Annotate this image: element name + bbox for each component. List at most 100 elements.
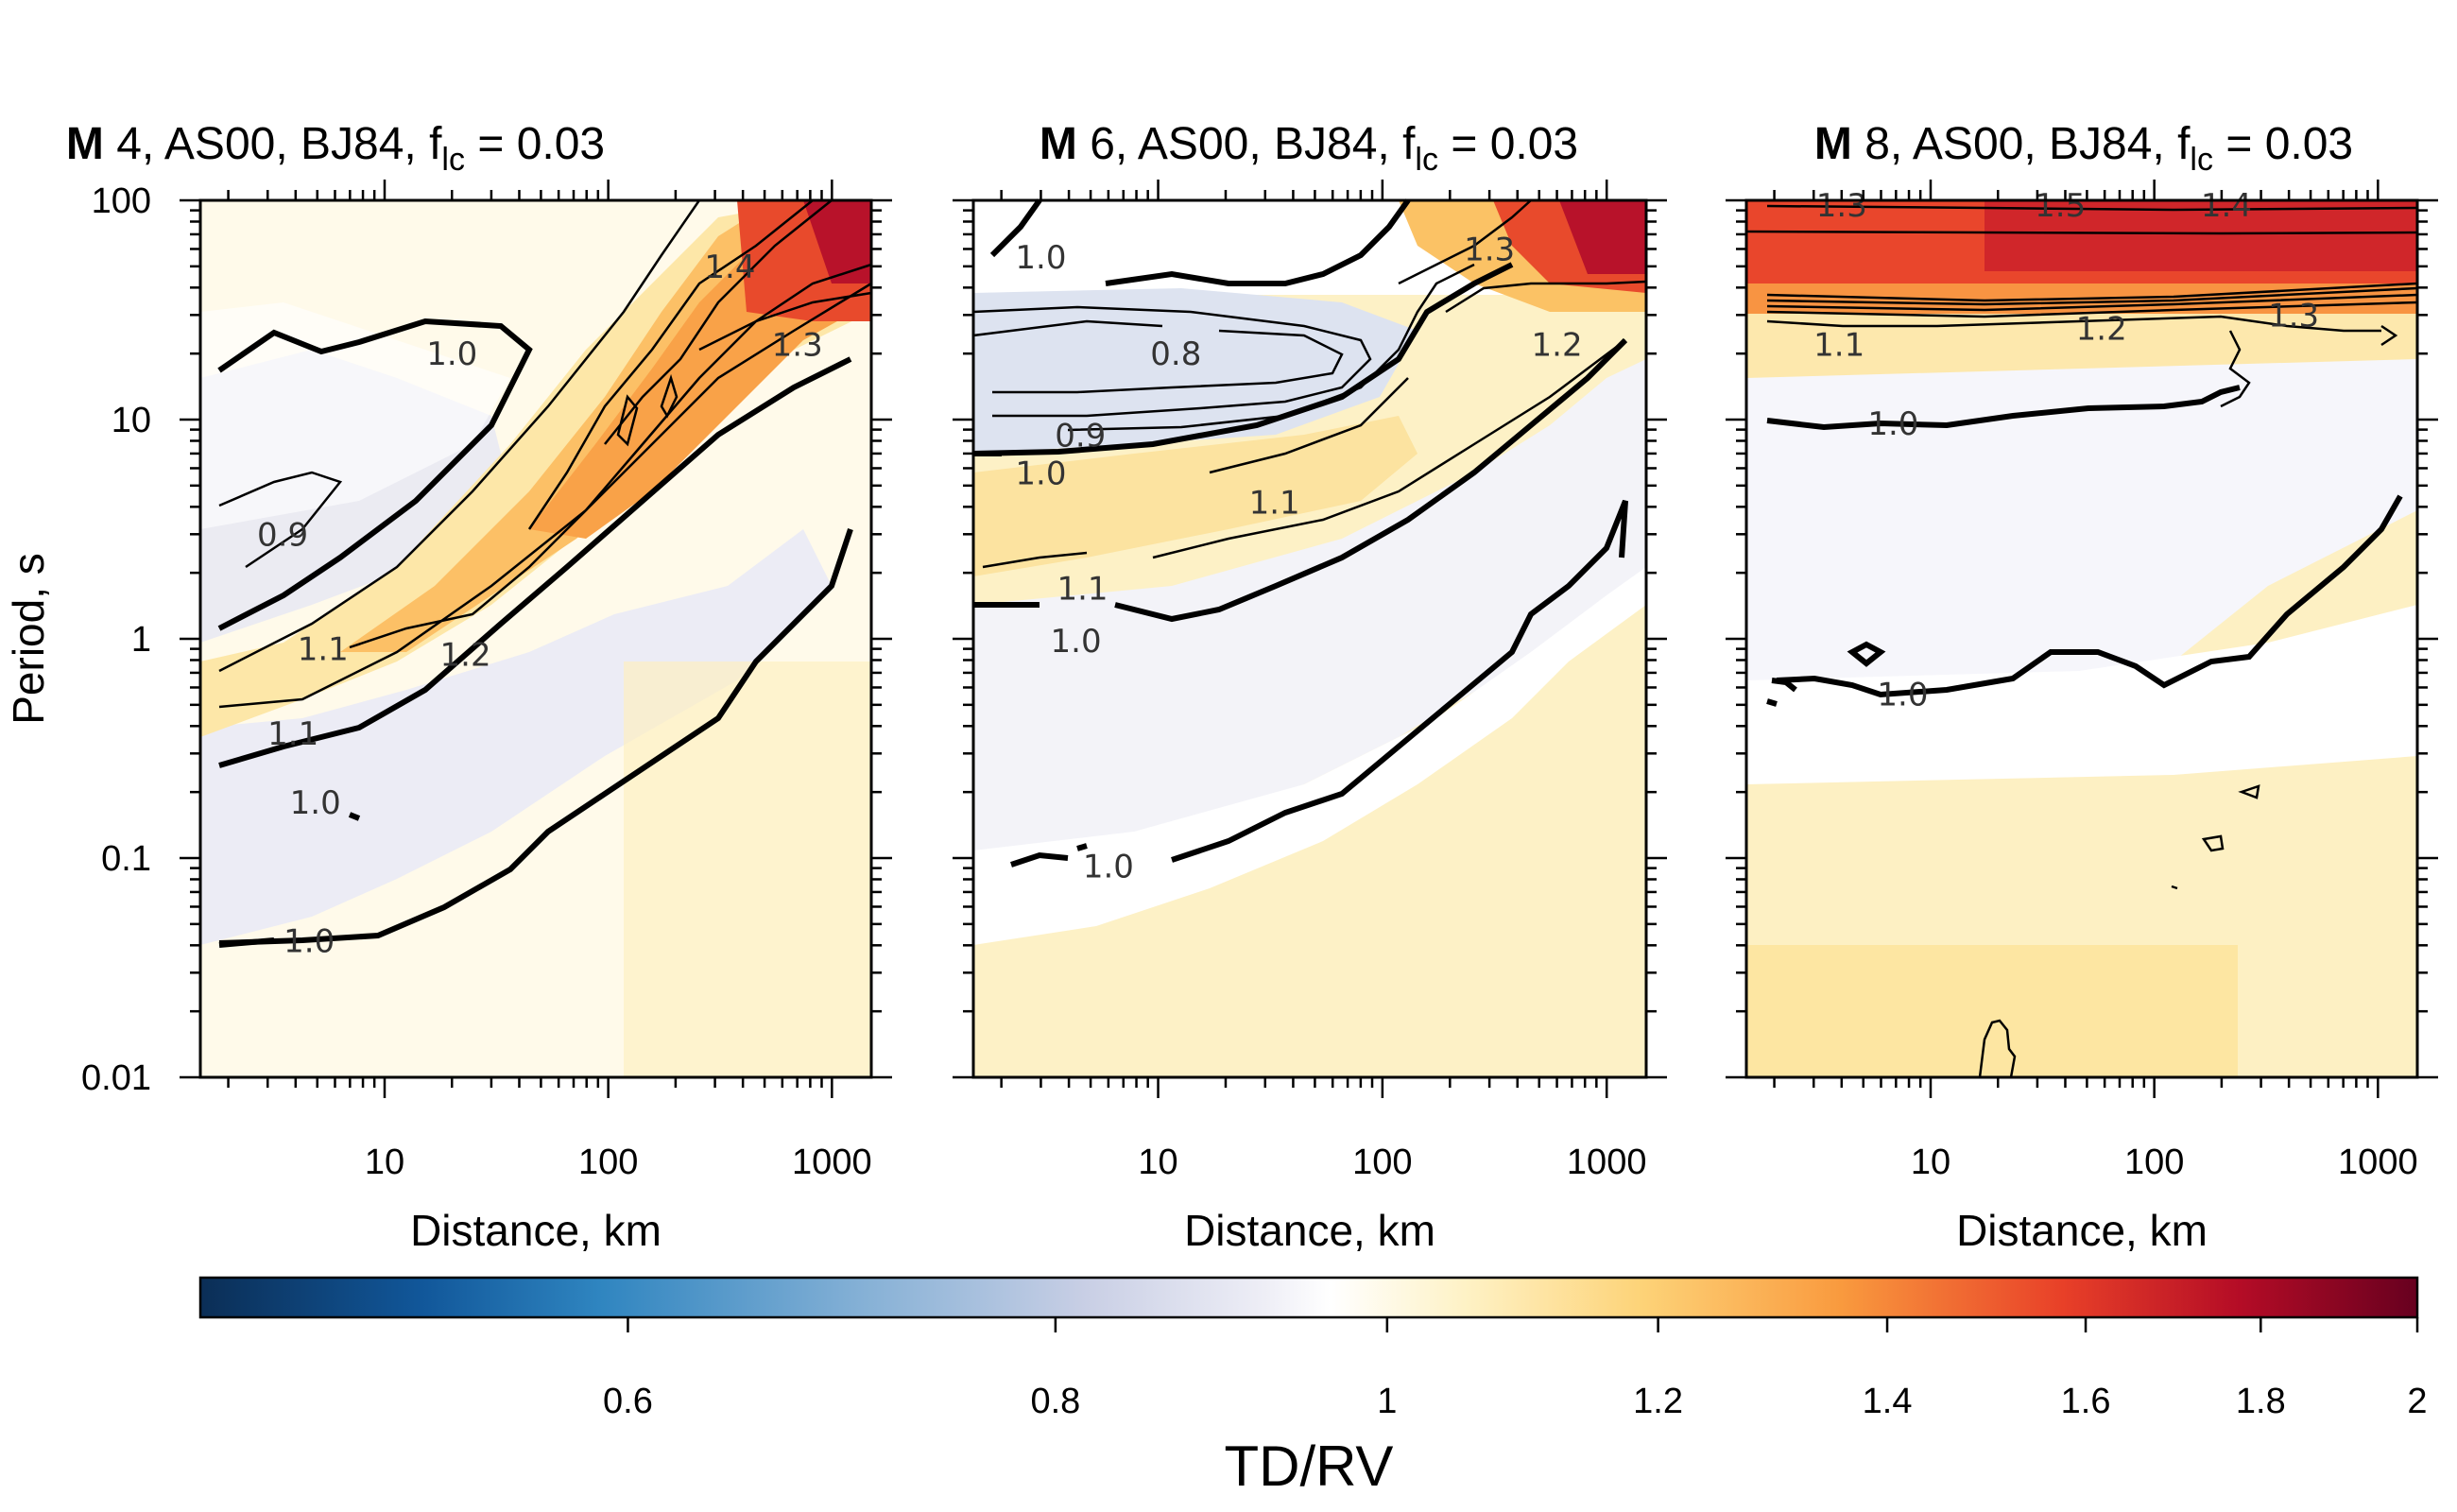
contour-label: 1.1	[1249, 484, 1300, 522]
panel-title: M 6, AS00, BJ84, flc = 0.03	[1040, 119, 1578, 178]
contour-line	[1152, 339, 1626, 559]
contour-label: 1.3	[1464, 231, 1515, 268]
contour-line	[1114, 337, 1628, 623]
x-tick-label: 100	[2124, 1143, 2184, 1182]
yellow-patch	[624, 662, 871, 1077]
contour-label: 1.0	[1015, 455, 1066, 493]
x-tick-label: 100	[578, 1143, 638, 1182]
colorbar-ticks: 0.6 0.8 1 1.2 1.4 1.6 1.8 2	[603, 1317, 2428, 1421]
contour-line	[660, 373, 679, 419]
contour-line	[2201, 834, 2225, 852]
yellow-band	[973, 416, 1418, 576]
contour-label: 1.1	[1813, 327, 1864, 365]
contour-label: 1.4	[2201, 187, 2252, 225]
contour-line	[217, 318, 533, 631]
title-rest: 8, AS00, BJ84, f	[1852, 119, 2191, 169]
panel-m6: M 6, AS00, BJ84, flc = 0.03	[971, 119, 1648, 1079]
contour-label: 0.8	[1150, 335, 1201, 373]
contour-label: 1.0	[1867, 405, 1918, 443]
contour-label: 1.0	[290, 784, 341, 822]
contour-labels: 1.3 1.5 1.41.1 1.2 1.31.01.0	[1813, 187, 2319, 713]
x-tick-label: 10	[1911, 1143, 1950, 1182]
contour-line	[989, 198, 1042, 258]
contour-line	[1847, 641, 1886, 667]
contour-label: 1.1	[298, 631, 349, 669]
contour-label: 1.0	[1877, 676, 1928, 713]
contour-line	[1766, 301, 2418, 318]
x-tick-label: 1000	[792, 1143, 872, 1182]
contour-line	[2171, 885, 2178, 890]
blue-region	[973, 288, 1418, 454]
blue-region	[200, 529, 832, 945]
contour-labels: 1.00.80.91.01.11.11.01.01.21.3	[1015, 231, 1582, 885]
contour-line	[527, 199, 814, 530]
contour-line	[218, 471, 343, 569]
panel-m4: M 4, AS00, BJ84, flc = 0.03	[66, 119, 873, 1079]
panel-m8: M 8, AS00, BJ84, flc = 0.03	[1744, 119, 2419, 1079]
x-tick-label: 10	[1138, 1143, 1177, 1182]
axis-tick-labels: 10 100 1000 10 100 1000 10 100 1000 0.01 0.1 1 10 100	[81, 181, 2418, 1182]
title-bold: M	[1040, 119, 1077, 169]
colorbar-tick-label: 0.6	[603, 1382, 653, 1421]
contour-line	[218, 199, 701, 673]
contour-label: 1.0	[284, 922, 335, 960]
contour-label: 1.0	[1015, 239, 1066, 277]
contour-line	[218, 282, 872, 709]
contour-line	[616, 394, 639, 447]
axes	[180, 180, 2438, 1098]
panel-title: M 4, AS00, BJ84, flc = 0.03	[66, 119, 605, 178]
contours	[972, 198, 1647, 868]
contour-label: 0.9	[1055, 417, 1106, 455]
contour-line	[1766, 204, 2418, 212]
contour-line	[982, 551, 1088, 569]
white-band	[1746, 359, 2417, 699]
contour-line	[1745, 230, 2418, 235]
title-sub: lc	[1415, 142, 1438, 178]
contour-line	[2220, 330, 2251, 408]
title-sub: lc	[441, 142, 465, 178]
x-tick-label: 1000	[2338, 1143, 2418, 1182]
colorbar-gradient	[198, 1276, 2419, 1319]
title-sub: lc	[2190, 142, 2213, 178]
contour-line	[1766, 282, 2418, 302]
title-bold: M	[66, 119, 104, 169]
contour-line	[604, 199, 833, 445]
colorbar-tick-label: 0.8	[1030, 1382, 1080, 1421]
contour-line	[1766, 698, 1778, 707]
colorbar-tick-label: 1	[1377, 1382, 1397, 1421]
contour-line	[972, 305, 1372, 418]
colorbar-tick-label: 1.6	[2061, 1382, 2111, 1421]
contour-label: 1.0	[1051, 623, 1102, 661]
darkred-band	[1984, 200, 2417, 271]
panel-title: M 8, AS00, BJ84, flc = 0.03	[1814, 119, 2353, 178]
contour-line	[1771, 678, 1797, 693]
white-band	[1746, 605, 2417, 784]
contour-line	[972, 262, 1514, 456]
title-bold: M	[1814, 119, 1852, 169]
x-axis-label: Distance, km	[1184, 1206, 1435, 1255]
contour-label: 1.3	[772, 327, 823, 365]
contour-line	[698, 291, 872, 352]
yellow-patch	[1746, 945, 2238, 1077]
x-axis-label: Distance, km	[1956, 1206, 2208, 1255]
contour-label: 1.3	[2268, 297, 2319, 335]
title-rest: 6, AS00, BJ84, f	[1077, 119, 1416, 169]
contours	[217, 199, 872, 948]
contour-label: 1.5	[2035, 187, 2086, 225]
contour-line	[1445, 280, 1647, 314]
y-tick-label: 0.1	[101, 839, 151, 879]
contour-label: 0.9	[257, 516, 308, 554]
contour-label: 1.0	[426, 335, 477, 373]
white-band	[973, 359, 1646, 860]
contour-line	[1776, 494, 2403, 698]
contours	[1745, 204, 2418, 1078]
contour-line	[2238, 784, 2260, 799]
contour-line	[972, 319, 1163, 337]
x-tick-label: 100	[1352, 1143, 1412, 1182]
colorbar-tick-label: 1.8	[2236, 1382, 2286, 1421]
y-axis-label: Period, s	[4, 553, 53, 725]
x-axis-label: Distance, km	[410, 1206, 662, 1255]
white-band	[200, 302, 510, 529]
colorbar: 0.6 0.8 1 1.2 1.4 1.6 1.8 2 TD/RV	[198, 1276, 2428, 1498]
contour-line	[1171, 499, 1628, 863]
